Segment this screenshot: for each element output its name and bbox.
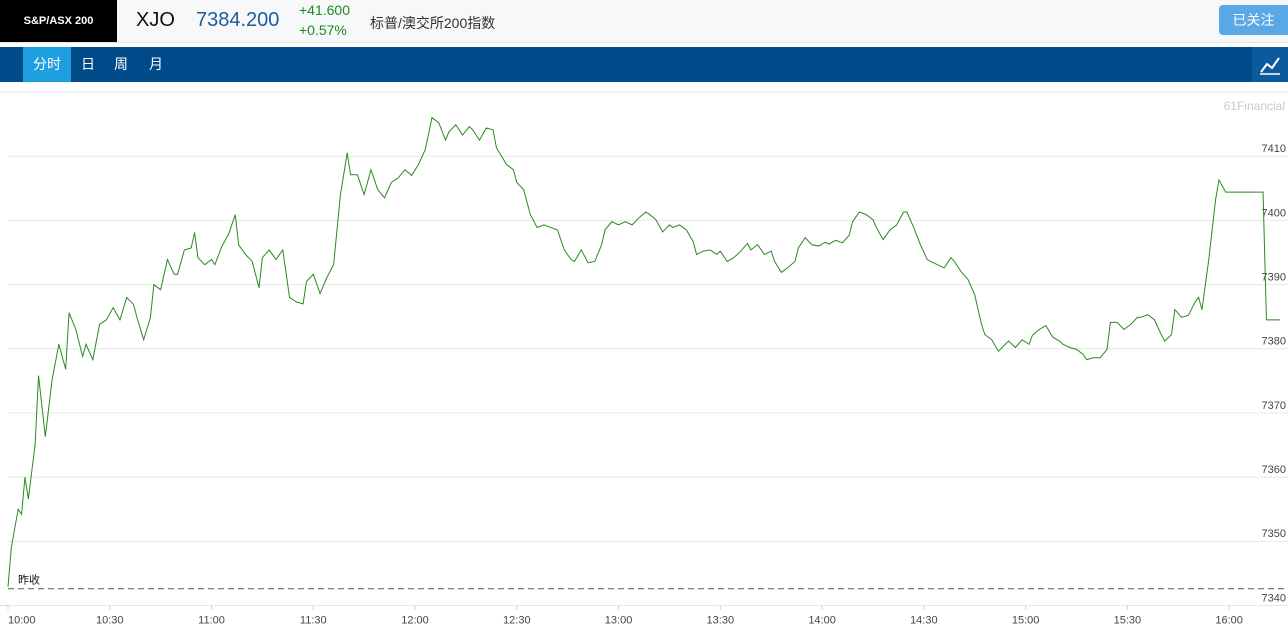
x-tick-label: 10:00 [8, 614, 36, 626]
x-tick-label: 10:30 [96, 614, 124, 626]
price: 7384.200 [196, 9, 280, 31]
x-tick-label: 15:30 [1114, 614, 1142, 626]
header: S&P/ASX 200 XJO 7384.200 +41.600 +0.57% … [0, 0, 1288, 43]
x-tick-label: 16:00 [1215, 614, 1243, 626]
y-tick-label: 7410 [1262, 143, 1286, 155]
watermark: 61Financial [1224, 99, 1285, 113]
badge: S&P/ASX 200 [0, 0, 117, 42]
price-line [7, 116, 1280, 587]
tab[interactable]: 月 [149, 56, 163, 72]
index-name: 标普/澳交所200指数 [370, 15, 496, 31]
x-tick-label: 14:00 [808, 614, 836, 626]
y-tick-label: 7360 [1262, 464, 1286, 476]
y-tick-label: 7400 [1262, 207, 1286, 219]
x-tick-label: 15:00 [1012, 614, 1040, 626]
y-tick-label: 7390 [1262, 271, 1286, 283]
x-tick-label: 11:30 [300, 614, 327, 626]
follow-button[interactable]: 已关注 [1219, 5, 1288, 35]
prev-close-label: 昨收 [18, 573, 40, 587]
symbol: XJO [136, 9, 175, 31]
tab[interactable]: 分时 [23, 47, 71, 82]
x-tick-label: 12:00 [401, 614, 429, 626]
x-tick-label: 13:30 [707, 614, 735, 626]
change-pct: +0.57% [299, 22, 347, 38]
tab[interactable]: 周 [114, 56, 128, 72]
x-tick-label: 14:30 [910, 614, 938, 626]
change: +41.600 [299, 2, 350, 18]
y-tick-label: 7370 [1262, 400, 1286, 412]
chart-icon[interactable] [1252, 47, 1288, 82]
x-tick-label: 13:00 [605, 614, 633, 626]
x-tick-label: 12:30 [503, 614, 531, 626]
y-tick-label: 7350 [1262, 528, 1286, 540]
y-tick-label: 7380 [1262, 336, 1286, 348]
y-tick-label: 7340 [1262, 592, 1286, 604]
tab-bar: 分时日 周 月 [0, 47, 1288, 82]
tab[interactable]: 日 [81, 56, 95, 72]
x-tick-label: 11:00 [198, 614, 225, 626]
